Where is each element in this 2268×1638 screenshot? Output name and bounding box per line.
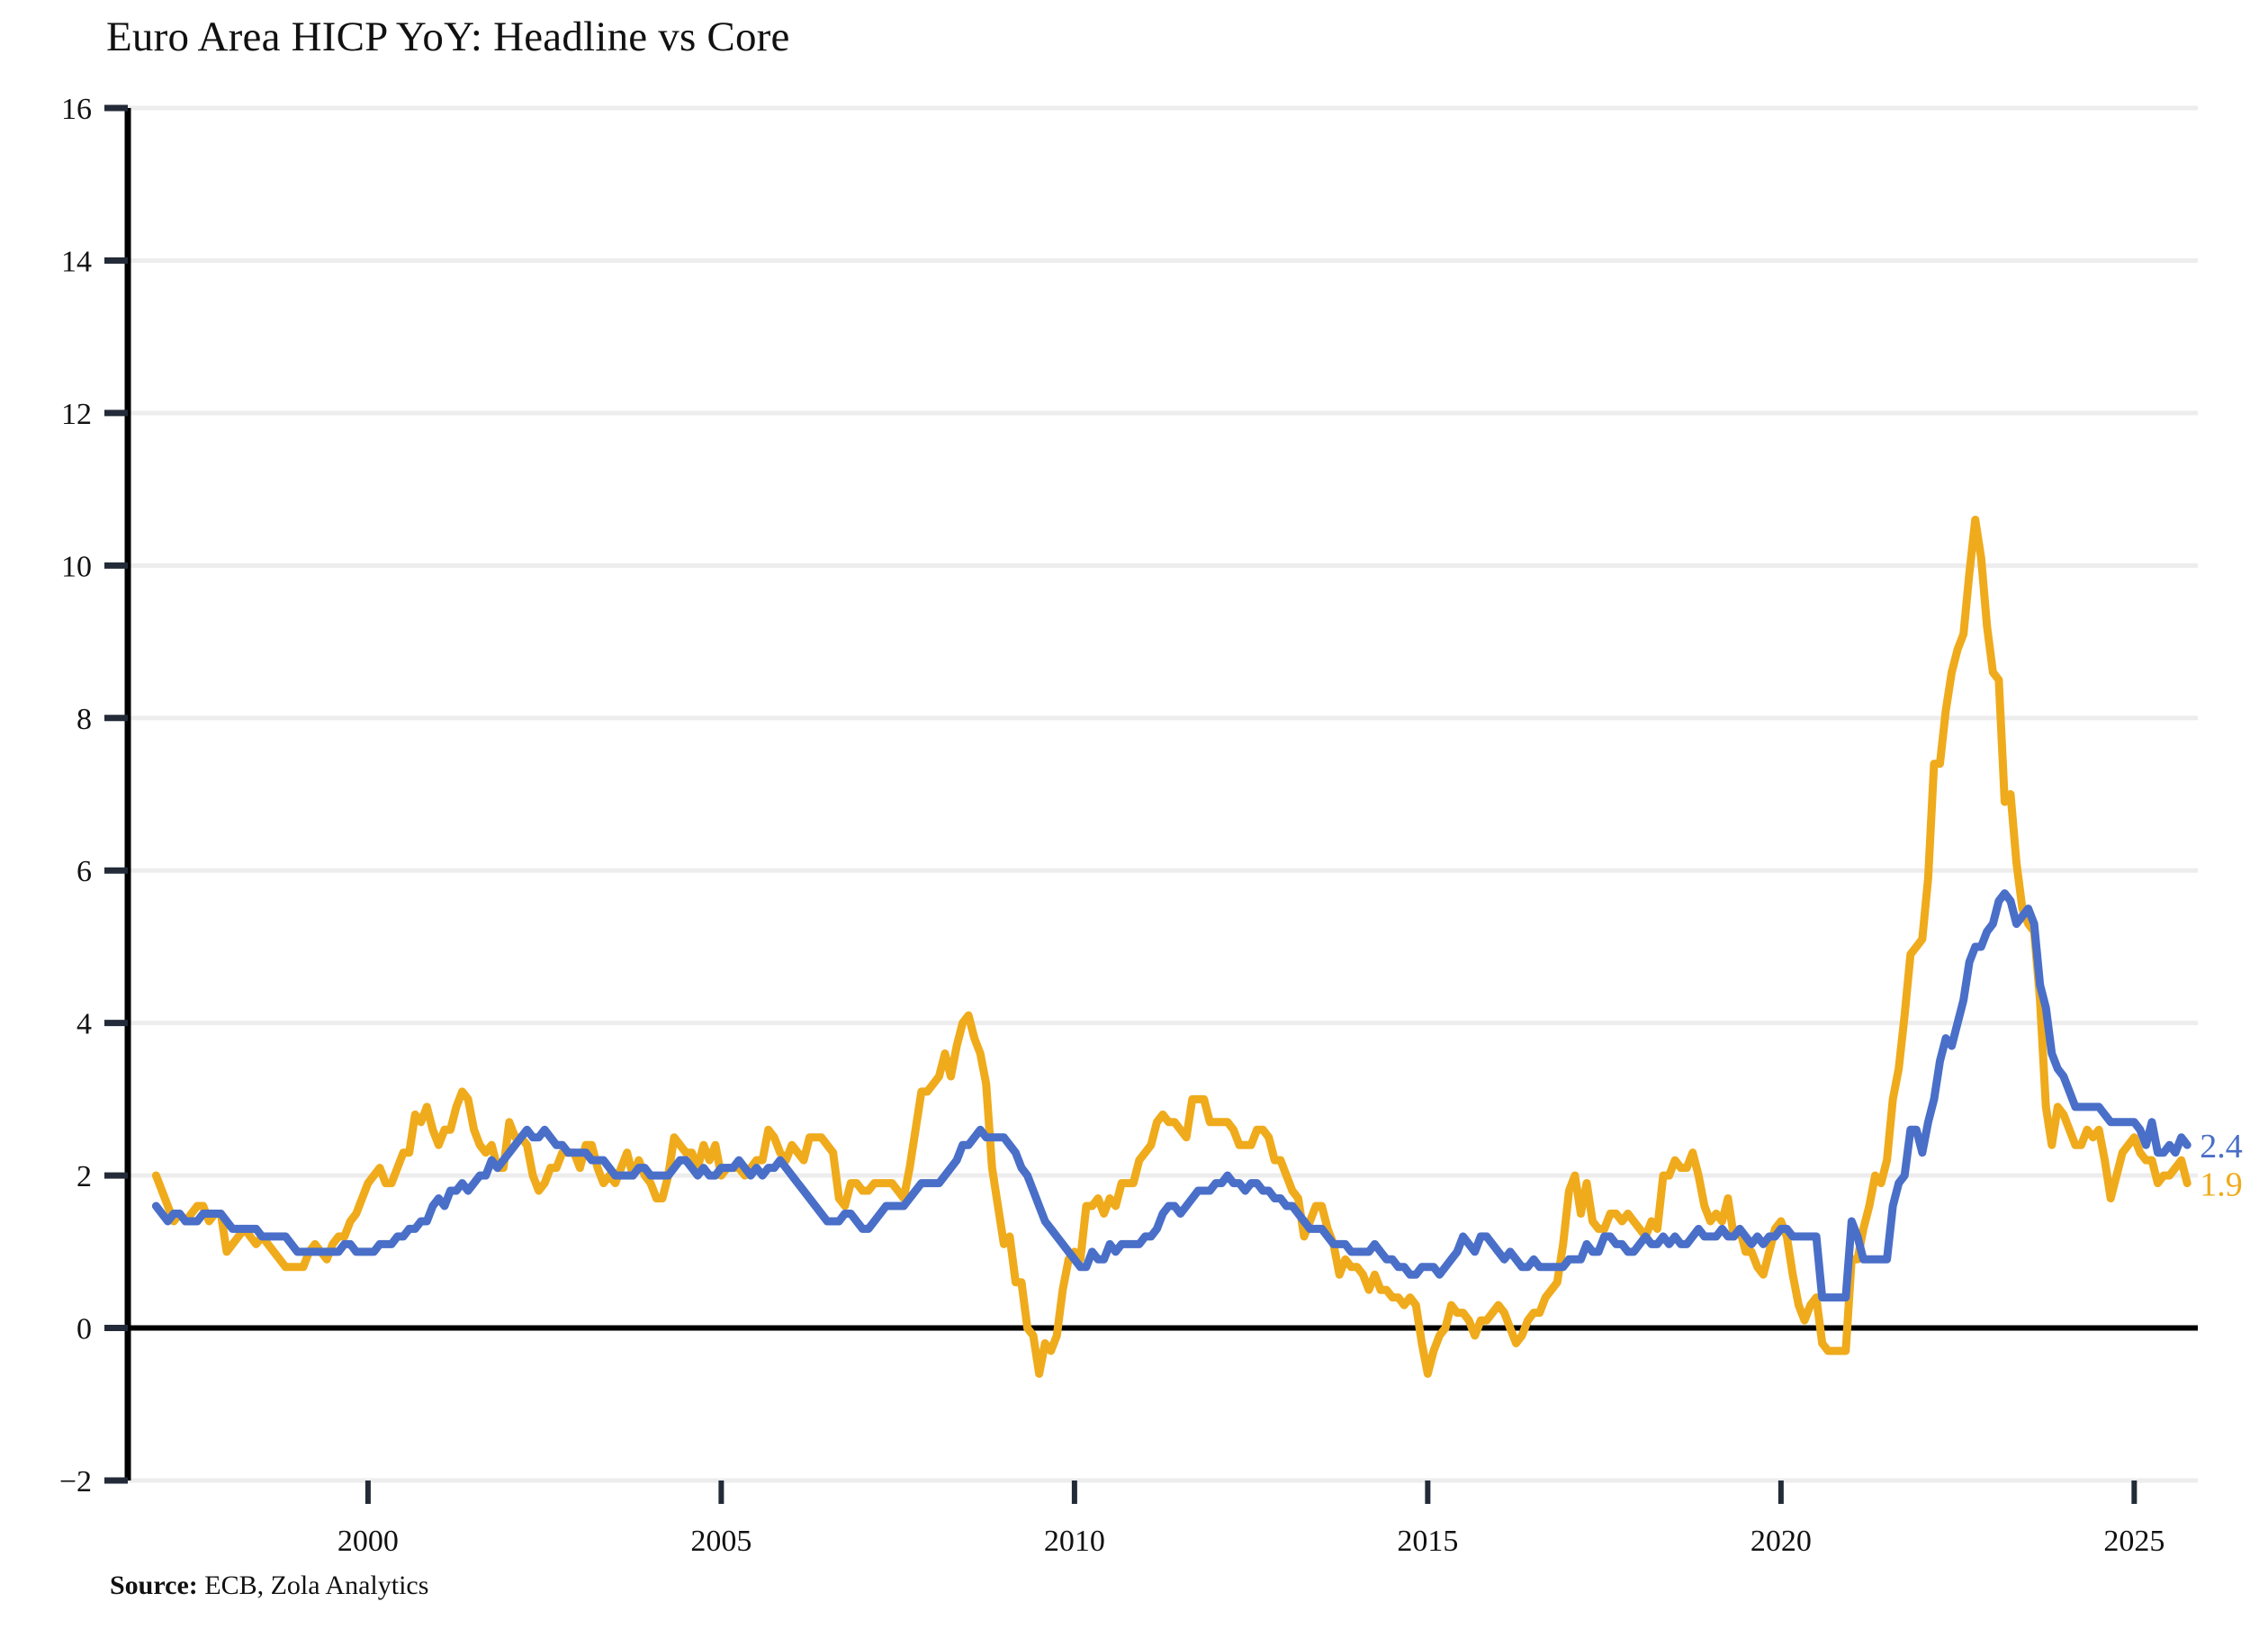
svg-text:2.4: 2.4 (2200, 1128, 2243, 1166)
y-axis-tick-labels: −2 0 2 4 6 8 10 12 14 16 (59, 93, 92, 1498)
y-axis-ticks (104, 104, 128, 1484)
svg-text:8: 8 (76, 703, 92, 736)
svg-text:2025: 2025 (2103, 1525, 2164, 1558)
x-axis-tick-labels: 2000 2005 2010 2015 2020 2025 (338, 1525, 2164, 1558)
source-note: Source: ECB, Zola Analytics (110, 1570, 428, 1601)
svg-text:2015: 2015 (1397, 1525, 1458, 1558)
source-text: ECB, Zola Analytics (197, 1570, 429, 1600)
page-title: Euro Area HICP YoY: Headline vs Core (106, 14, 790, 60)
svg-text:2010: 2010 (1044, 1525, 1105, 1558)
svg-text:−2: −2 (59, 1465, 92, 1498)
svg-text:0: 0 (76, 1313, 92, 1346)
series-lines (151, 516, 2192, 1378)
svg-text:2020: 2020 (1750, 1525, 1812, 1558)
svg-text:2000: 2000 (338, 1525, 399, 1558)
svg-text:4: 4 (76, 1008, 92, 1041)
svg-text:14: 14 (61, 245, 92, 278)
svg-text:2: 2 (76, 1160, 92, 1193)
svg-text:6: 6 (76, 855, 92, 888)
svg-text:10: 10 (61, 550, 92, 583)
gridlines (128, 105, 2198, 1483)
x-axis-ticks (364, 1480, 2138, 1504)
svg-text:12: 12 (61, 398, 92, 431)
svg-text:16: 16 (61, 93, 92, 126)
source-label: Source: (110, 1570, 198, 1600)
svg-text:2005: 2005 (690, 1525, 752, 1558)
series-end-labels: 2.41.9 (2200, 1128, 2243, 1203)
svg-text:1.9: 1.9 (2200, 1166, 2243, 1204)
